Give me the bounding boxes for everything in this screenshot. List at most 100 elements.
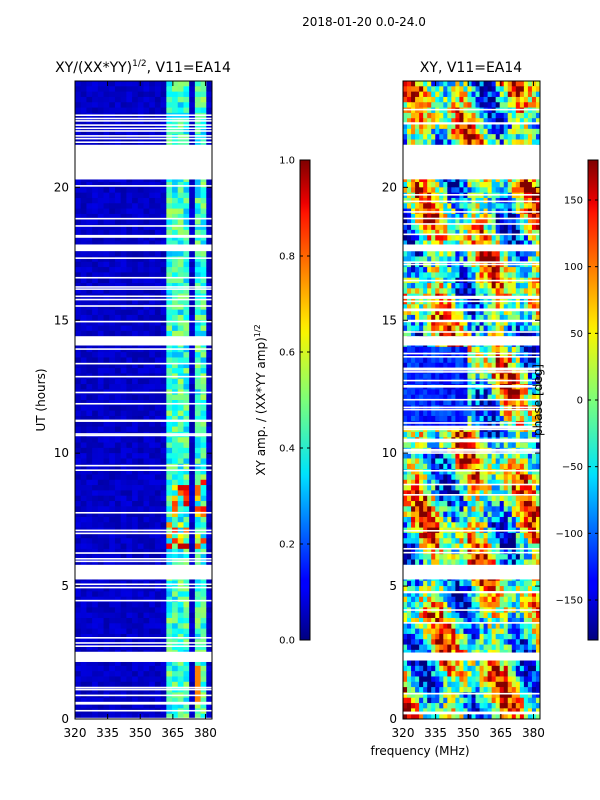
heatmap-cell (455, 304, 461, 311)
heatmap-cell (183, 272, 190, 279)
heatmap-cell (86, 703, 93, 709)
heatmap-cell (447, 86, 452, 93)
heatmap-cell (80, 314, 88, 321)
heatmap-cell (120, 224, 127, 231)
heatmap-cell (407, 346, 412, 353)
heatmap-cell (109, 298, 116, 305)
heatmap-cell (97, 91, 105, 98)
heatmap-cell (403, 91, 408, 98)
heatmap-cell (511, 139, 517, 146)
heatmap-cell (109, 586, 116, 592)
heatmap-cell (507, 86, 513, 93)
heatmap-cell (443, 352, 448, 359)
heatmap-cell (535, 213, 540, 220)
heatmap-cell (109, 325, 116, 332)
heatmap-cell (200, 548, 207, 555)
heatmap-cell (189, 586, 196, 592)
heatmap-cell (495, 86, 501, 93)
heatmap-cell (503, 102, 509, 109)
heatmap-cell (531, 187, 537, 194)
heatmap-cell (120, 261, 127, 268)
heatmap-cell (120, 283, 127, 289)
heatmap-cell (137, 235, 145, 242)
heatmap-cell (403, 182, 408, 188)
heatmap-cell (527, 91, 533, 98)
heatmap-cell (499, 128, 505, 135)
heatmap-cell (435, 134, 440, 141)
heatmap-cell (443, 118, 448, 125)
heatmap-cell (189, 394, 196, 401)
heatmap-cell (415, 123, 420, 130)
heatmap-cell (531, 373, 537, 380)
heatmap-cell (86, 123, 93, 130)
heatmap-cell (177, 548, 185, 555)
heatmap-cell (431, 176, 436, 183)
heatmap-cell (511, 102, 517, 109)
heatmap-cell (200, 240, 207, 247)
heatmap-cell (120, 134, 127, 141)
heatmap-cell (132, 102, 139, 109)
heatmap-cell (427, 373, 432, 380)
heatmap-cell (149, 81, 156, 87)
heatmap-cell (455, 123, 461, 130)
heatmap-cell (427, 134, 432, 141)
heatmap-cell (507, 240, 513, 247)
flag-line (75, 236, 212, 238)
heatmap-cell (483, 362, 489, 369)
heatmap-cell (126, 437, 133, 444)
heatmap-cell (507, 203, 513, 210)
heatmap-cell (194, 591, 202, 598)
heatmap-cell (114, 357, 122, 364)
heatmap-cell (80, 586, 88, 592)
heatmap-cell (114, 224, 122, 231)
heatmap-cell (475, 325, 481, 332)
heatmap-cell (519, 203, 525, 210)
heatmap-cell (126, 681, 133, 688)
heatmap-cell (463, 368, 469, 375)
heatmap-cell (177, 192, 185, 199)
heatmap-cell (200, 91, 207, 98)
heatmap-cell (194, 229, 202, 236)
heatmap-cell (92, 325, 99, 332)
heatmap-cell (200, 447, 207, 454)
heatmap-cell (206, 251, 212, 258)
heatmap-cell (403, 272, 408, 279)
heatmap-cell (206, 81, 212, 87)
heatmap-cell (92, 522, 99, 529)
heatmap-cell (103, 352, 110, 359)
heatmap-cell (92, 516, 99, 523)
heatmap-cell (86, 362, 93, 369)
heatmap-cell (86, 697, 93, 704)
heatmap-cell (435, 91, 440, 98)
heatmap-cell (166, 235, 173, 242)
heatmap-cell (183, 697, 190, 704)
heatmap-cell (149, 176, 156, 183)
heatmap-cell (183, 479, 190, 486)
heatmap-cell (183, 224, 190, 231)
heatmap-cell (479, 309, 485, 316)
heatmap-cell (154, 607, 162, 614)
heatmap-cell (443, 96, 448, 103)
heatmap-cell (183, 671, 190, 678)
heatmap-cell (109, 697, 116, 704)
heatmap-cell (154, 501, 162, 507)
heatmap-cell (515, 102, 521, 109)
heatmap-cell (149, 405, 156, 412)
heatmap-cell (103, 261, 110, 268)
heatmap-cell (80, 330, 88, 337)
heatmap-cell (114, 128, 122, 135)
heatmap-cell (137, 602, 145, 608)
heatmap-cell (403, 187, 408, 194)
heatmap-cell (447, 373, 452, 380)
heatmap-cell (114, 182, 122, 188)
heatmap-cell (206, 134, 212, 141)
heatmap-cell (92, 384, 99, 390)
heatmap-cell (149, 134, 156, 141)
heatmap-cell (515, 267, 521, 273)
heatmap-cell (194, 352, 202, 359)
heatmap-cell (499, 81, 505, 87)
heatmap-cell (120, 501, 127, 507)
heatmap-cell (511, 330, 517, 337)
heatmap-cell (75, 538, 82, 545)
heatmap-cell (483, 139, 489, 146)
